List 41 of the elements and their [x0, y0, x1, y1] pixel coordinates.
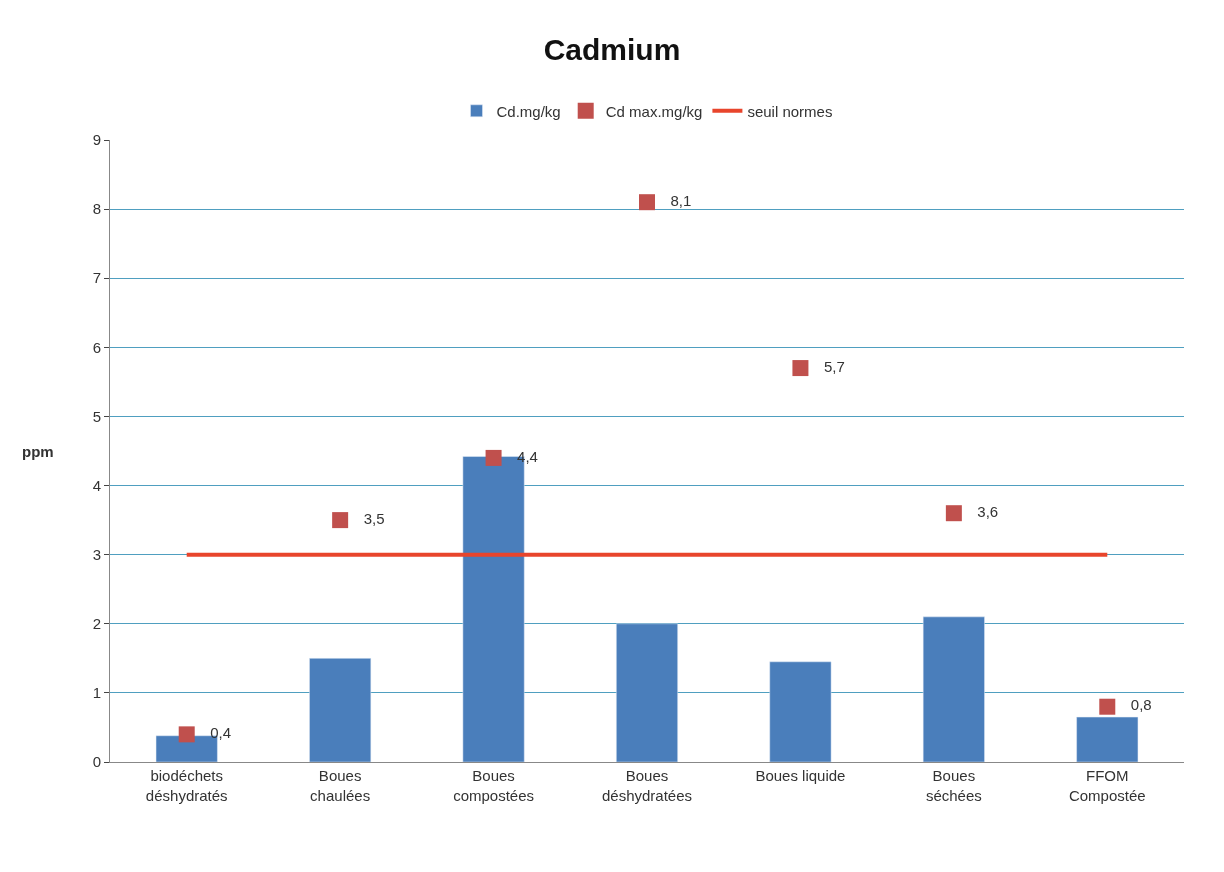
legend-label: Cd.mg/kg — [496, 102, 561, 120]
bar — [769, 661, 832, 762]
y-tick-label: 3 — [92, 545, 101, 563]
point — [1099, 698, 1116, 715]
point — [178, 726, 195, 743]
chart-title: Cadmium — [543, 33, 681, 67]
x-tick-label: biodéchets déshydratés — [145, 767, 228, 804]
y-tick-label: 5 — [92, 407, 101, 425]
y-tick-label: 2 — [92, 615, 101, 633]
bar — [616, 623, 678, 762]
x-tick-label: Boues déshydratées — [601, 767, 693, 804]
y-tick-label: 1 — [92, 684, 101, 702]
y-axis-title: ppm — [22, 443, 54, 460]
y-tick-label: 8 — [92, 200, 101, 218]
point — [792, 360, 809, 377]
point — [945, 505, 962, 522]
point — [485, 449, 502, 466]
y-tick-label: 7 — [92, 269, 101, 287]
bar — [309, 658, 372, 762]
y-tick-label: 9 — [92, 131, 101, 149]
data-label: 0,4 — [197, 724, 232, 742]
x-tick-label: Boues séchées — [925, 767, 982, 804]
x-tick-label: FFOM Compostée — [1068, 767, 1146, 804]
y-tick-label: 4 — [92, 476, 101, 494]
data-label: 3,6 — [964, 502, 999, 520]
legend-label: Cd max.mg/kg — [605, 102, 703, 120]
bar — [1076, 716, 1139, 762]
x-tick-label: Boues chaulées — [310, 767, 371, 804]
data-label: 8,1 — [658, 191, 692, 209]
x-tick-label: Boues compostées — [453, 767, 535, 804]
y-tick-label: 0 — [92, 753, 101, 771]
point — [332, 512, 349, 529]
bar — [922, 616, 985, 762]
data-label: 3,5 — [351, 509, 385, 527]
point — [639, 194, 655, 211]
y-tick-label: 6 — [92, 338, 101, 356]
legend-label: seuil normes — [747, 102, 833, 120]
data-label: 0,8 — [1118, 696, 1152, 714]
data-label: 4,4 — [504, 447, 538, 465]
data-label: 5,7 — [811, 357, 845, 375]
x-tick-label: Boues liquide — [755, 767, 846, 784]
